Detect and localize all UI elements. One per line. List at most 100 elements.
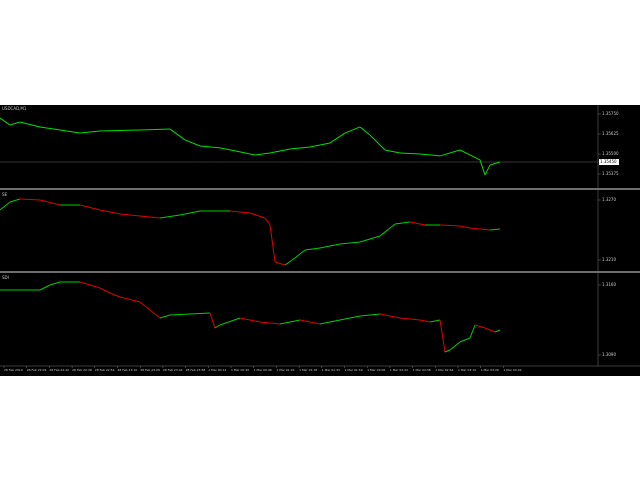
series-segment bbox=[99, 209, 121, 215]
series-segment bbox=[99, 287, 111, 294]
series-segment bbox=[459, 337, 471, 343]
series-segment bbox=[159, 314, 171, 319]
time-label: 28 Feb 22:06 bbox=[27, 368, 47, 372]
series-segment bbox=[459, 225, 471, 229]
time-label: 1 Mar 03:26 bbox=[481, 368, 499, 372]
time-label: 1 Mar 02:06 bbox=[367, 368, 385, 372]
series-segment bbox=[254, 152, 271, 156]
series-segment bbox=[239, 151, 256, 156]
series-segment bbox=[294, 249, 306, 259]
series-segment bbox=[494, 329, 501, 333]
time-label: 28 Feb 23:42 bbox=[163, 368, 183, 372]
series-segment bbox=[469, 154, 481, 161]
series-segment bbox=[139, 301, 151, 311]
series-segment bbox=[304, 247, 321, 251]
series-segment bbox=[369, 134, 386, 151]
series-segment bbox=[479, 228, 491, 231]
price-label: 1.35375 bbox=[602, 171, 619, 176]
series-segment bbox=[139, 128, 171, 131]
time-label: 28 Feb 22:22 bbox=[49, 368, 69, 372]
series-segment bbox=[269, 224, 276, 263]
series-segment bbox=[479, 159, 486, 176]
series-segment bbox=[219, 147, 241, 153]
series-segment bbox=[489, 228, 501, 231]
series-segment bbox=[149, 309, 161, 319]
series-segment bbox=[474, 324, 486, 329]
series-segment bbox=[279, 319, 301, 325]
series-segment bbox=[39, 199, 61, 206]
time-label: 1 Mar 03:42 bbox=[503, 368, 521, 372]
series-segment bbox=[299, 319, 321, 325]
series-segment bbox=[264, 217, 271, 226]
time-label: 1 Mar 02:54 bbox=[435, 368, 453, 372]
series-segment bbox=[219, 317, 241, 326]
time-label: 1 Mar 02:38 bbox=[413, 368, 431, 372]
series-segment bbox=[59, 129, 81, 134]
series-segment bbox=[394, 221, 411, 225]
series-segment bbox=[79, 204, 101, 211]
series-segment bbox=[344, 126, 361, 134]
series-segment bbox=[209, 312, 216, 329]
series-segment bbox=[439, 149, 461, 157]
series-segment bbox=[19, 121, 41, 128]
time-label: 28 Feb 23:10 bbox=[118, 368, 138, 372]
current-price-box bbox=[599, 159, 619, 165]
series-segment bbox=[39, 284, 51, 291]
series-segment bbox=[319, 243, 341, 249]
series-segment bbox=[409, 221, 426, 226]
series-segment bbox=[9, 198, 21, 203]
price-label: 1.3210 bbox=[602, 257, 616, 262]
series-segment bbox=[119, 296, 141, 303]
price-label: 1.35750 bbox=[602, 111, 619, 116]
price-label: 1.3090 bbox=[602, 352, 616, 357]
time-label: 1 Mar 00:30 bbox=[231, 368, 249, 372]
series-segment bbox=[169, 128, 186, 141]
series-segment bbox=[419, 153, 441, 157]
price-label: 1.35625 bbox=[602, 131, 619, 136]
series-segment bbox=[309, 142, 331, 148]
series-segment bbox=[0, 117, 11, 126]
series-segment bbox=[379, 313, 401, 319]
series-segment bbox=[214, 324, 221, 329]
current-price-label: 1.35450 bbox=[600, 159, 617, 164]
series-segment bbox=[399, 317, 421, 321]
series-segment bbox=[284, 257, 296, 266]
series-segment bbox=[329, 132, 346, 144]
series-segment bbox=[419, 319, 431, 323]
series-segment bbox=[384, 149, 401, 154]
panel-title: USDCAD,M1 bbox=[2, 106, 27, 111]
series-segment bbox=[49, 281, 61, 286]
series-segment bbox=[229, 210, 251, 214]
time-label: 1 Mar 01:50 bbox=[345, 368, 363, 372]
series-segment bbox=[89, 284, 101, 289]
series-segment bbox=[449, 341, 461, 351]
series-segment bbox=[379, 223, 396, 237]
series-segment bbox=[274, 261, 286, 266]
chart-background bbox=[0, 105, 640, 376]
series-segment bbox=[259, 321, 281, 325]
time-label: 28 Feb 22:54 bbox=[95, 368, 115, 372]
time-label: 1 Mar 03:10 bbox=[458, 368, 476, 372]
series-segment bbox=[269, 148, 291, 154]
series-segment bbox=[184, 139, 201, 147]
series-segment bbox=[439, 224, 461, 227]
series-segment bbox=[159, 214, 181, 219]
series-segment bbox=[239, 317, 261, 323]
series-segment bbox=[9, 121, 21, 126]
series-segment bbox=[339, 315, 361, 321]
series-segment bbox=[109, 292, 121, 298]
series-segment bbox=[469, 324, 476, 339]
time-label: 28 Feb 2019 bbox=[4, 368, 23, 372]
panel-title: SDI bbox=[2, 275, 9, 280]
time-label: 1 Mar 02:22 bbox=[390, 368, 408, 372]
time-label: 1 Mar 01:02 bbox=[276, 368, 294, 372]
series-segment bbox=[19, 198, 41, 201]
time-label: 1 Mar 01:18 bbox=[299, 368, 317, 372]
series-segment bbox=[139, 215, 161, 219]
series-segment bbox=[79, 130, 101, 134]
time-label: 1 Mar 01:34 bbox=[322, 368, 340, 372]
series-segment bbox=[439, 319, 446, 353]
series-segment bbox=[319, 319, 341, 325]
